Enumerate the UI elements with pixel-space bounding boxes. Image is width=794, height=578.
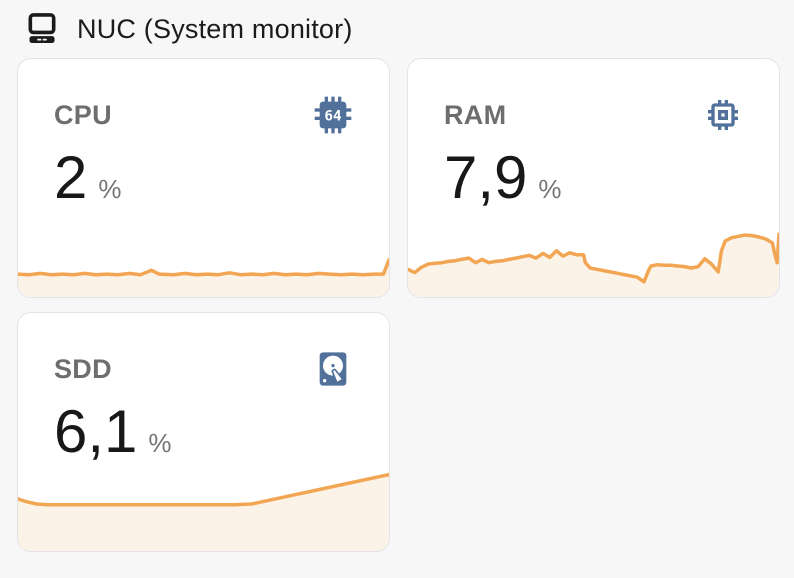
memory-chip-icon [708, 100, 738, 130]
cpu-value: 2 [54, 144, 88, 211]
ram-card-title: RAM [444, 99, 507, 130]
cpu-history-graph [18, 235, 389, 297]
page-title: NUC (System monitor) [77, 13, 353, 44]
sdd-history-graph [18, 467, 389, 551]
cpu-card-title: CPU [54, 99, 112, 130]
cpu-64-bit-icon: 64 [314, 96, 352, 134]
sensor-card-cpu[interactable]: CPU 64 2 % [17, 58, 390, 298]
sdd-card-title: SDD [54, 353, 112, 384]
sensor-card-sdd[interactable]: SDD 6,1 % [17, 312, 390, 552]
cpu-value-row: 2 % [18, 145, 389, 211]
svg-text:64: 64 [324, 108, 341, 124]
cpu-card-header: CPU 64 [18, 59, 389, 135]
dashboard-header: NUC (System monitor) [0, 0, 794, 58]
ram-history-graph [408, 231, 779, 297]
ram-unit: % [538, 174, 562, 204]
sdd-value: 6,1 [54, 398, 138, 465]
ram-card-header: RAM [408, 59, 779, 135]
sdd-card-header: SDD [18, 313, 389, 389]
cpu-unit: % [98, 174, 122, 204]
sensor-card-ram[interactable]: RAM 7,9 % [407, 58, 780, 298]
ram-value: 7,9 [444, 144, 528, 211]
ram-value-row: 7,9 % [408, 145, 779, 211]
laptop-icon [28, 13, 56, 44]
sdd-value-row: 6,1 % [18, 399, 389, 465]
sdd-unit: % [148, 428, 172, 458]
card-grid: CPU 64 2 % RAM [0, 58, 794, 568]
harddisk-icon [319, 352, 347, 386]
